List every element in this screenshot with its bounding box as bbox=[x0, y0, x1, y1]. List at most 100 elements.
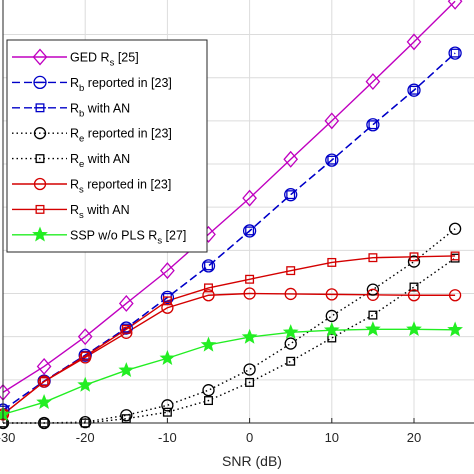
circle-marker bbox=[284, 188, 298, 202]
square-marker bbox=[39, 377, 49, 387]
legend-label: Re with AN bbox=[70, 152, 130, 170]
legend-entry: Rs reported in [23] bbox=[12, 178, 171, 196]
star-marker bbox=[282, 324, 299, 340]
x-tick-labels: -30 -20 -10 0 10 20 bbox=[0, 430, 421, 445]
circle-marker bbox=[202, 289, 215, 302]
star-marker bbox=[159, 349, 176, 365]
circle-marker bbox=[448, 46, 462, 60]
series-markers bbox=[0, 0, 463, 430]
legend-label: Rb with AN bbox=[70, 101, 130, 119]
legend-entry: Rs with AN bbox=[12, 203, 130, 221]
series-marker-group bbox=[0, 321, 463, 422]
legend-entry: GED Rs [25] bbox=[12, 48, 139, 69]
square-marker bbox=[162, 296, 172, 306]
square-marker bbox=[121, 324, 131, 334]
x-tick-label: 20 bbox=[407, 430, 421, 445]
diamond-marker bbox=[324, 112, 340, 130]
star-marker bbox=[77, 376, 94, 392]
legend-label: GED Rs [25] bbox=[70, 51, 139, 69]
square-marker bbox=[450, 251, 460, 261]
diamond-marker bbox=[77, 328, 93, 346]
x-tick-label: -20 bbox=[76, 430, 95, 445]
diamond-marker bbox=[447, 0, 463, 10]
square-marker bbox=[327, 333, 337, 343]
legend-label: Rb reported in [23] bbox=[70, 76, 172, 94]
star-marker bbox=[365, 321, 381, 337]
square-marker bbox=[368, 310, 378, 320]
legend-entry: Rb reported in [23] bbox=[12, 75, 172, 94]
circle-marker bbox=[33, 127, 47, 140]
diamond-marker bbox=[160, 262, 175, 280]
legend-entry: Re with AN bbox=[12, 152, 130, 170]
x-tick-label: 10 bbox=[325, 430, 339, 445]
legend-entry: SSP w/o PLS Rs [27] bbox=[12, 226, 186, 246]
star-marker bbox=[241, 328, 258, 344]
square-marker bbox=[286, 266, 296, 276]
square-marker bbox=[368, 120, 378, 130]
circle-marker bbox=[201, 259, 216, 273]
x-tick-label: 0 bbox=[246, 430, 253, 445]
circle-marker bbox=[161, 399, 174, 412]
circle-marker bbox=[202, 384, 215, 397]
star-marker bbox=[323, 321, 340, 337]
series-line bbox=[2, 292, 456, 415]
star-marker bbox=[36, 394, 52, 409]
circle-marker bbox=[366, 288, 380, 301]
circle-marker bbox=[243, 287, 256, 300]
diamond-marker bbox=[242, 189, 257, 207]
square-marker bbox=[368, 253, 378, 263]
series-line bbox=[2, 0, 456, 393]
x-tick-label: -10 bbox=[158, 430, 177, 445]
square-marker bbox=[204, 261, 213, 271]
circle-marker bbox=[366, 118, 380, 132]
square-marker bbox=[286, 190, 296, 200]
square-marker bbox=[327, 257, 337, 267]
star-marker bbox=[406, 321, 422, 337]
legend-label: SSP w/o PLS Rs [27] bbox=[70, 228, 186, 246]
legend-label: Re reported in [23] bbox=[70, 127, 172, 145]
circle-marker bbox=[366, 283, 380, 296]
circle-marker bbox=[161, 301, 174, 314]
circle-marker bbox=[448, 222, 462, 235]
circle-marker bbox=[160, 290, 175, 305]
legend-label: Rs reported in [23] bbox=[70, 178, 171, 196]
square-marker bbox=[409, 282, 419, 292]
legend-entry: Rb with AN bbox=[12, 101, 130, 119]
circle-marker bbox=[325, 309, 338, 323]
square-marker bbox=[80, 351, 90, 361]
diamond-marker bbox=[32, 48, 48, 66]
square-marker bbox=[286, 356, 296, 366]
square-marker bbox=[450, 48, 460, 58]
square-marker bbox=[35, 204, 45, 214]
series-marker-group bbox=[0, 222, 462, 430]
diamond-marker bbox=[283, 150, 299, 168]
square-marker bbox=[409, 252, 419, 262]
star-marker bbox=[200, 336, 217, 352]
series-line bbox=[2, 255, 456, 415]
star-marker bbox=[32, 226, 48, 242]
square-marker bbox=[245, 226, 255, 236]
circle-marker bbox=[407, 83, 421, 97]
x-axis-label: SNR (dB) bbox=[222, 453, 282, 469]
circle-marker bbox=[78, 348, 92, 362]
star-marker bbox=[118, 362, 135, 378]
circle-marker bbox=[448, 289, 462, 302]
diamond-marker bbox=[365, 73, 381, 91]
circle-marker bbox=[407, 289, 421, 302]
circle-marker bbox=[242, 224, 257, 238]
series-line bbox=[2, 328, 456, 416]
legend: GED Rs [25] Rb reported in [23] Rb with AN… bbox=[6, 39, 208, 253]
star-marker bbox=[447, 321, 463, 337]
diamond-marker bbox=[406, 33, 422, 51]
series-line bbox=[3, 257, 456, 424]
square-marker bbox=[245, 274, 255, 284]
circle-marker bbox=[325, 288, 338, 301]
square-marker bbox=[162, 407, 172, 417]
circle-marker bbox=[119, 321, 133, 335]
diamond-marker bbox=[36, 357, 52, 375]
square-marker bbox=[35, 154, 45, 164]
circle-marker bbox=[33, 177, 47, 191]
square-marker bbox=[409, 85, 419, 95]
circle-marker bbox=[407, 255, 421, 268]
diamond-marker bbox=[118, 294, 134, 312]
